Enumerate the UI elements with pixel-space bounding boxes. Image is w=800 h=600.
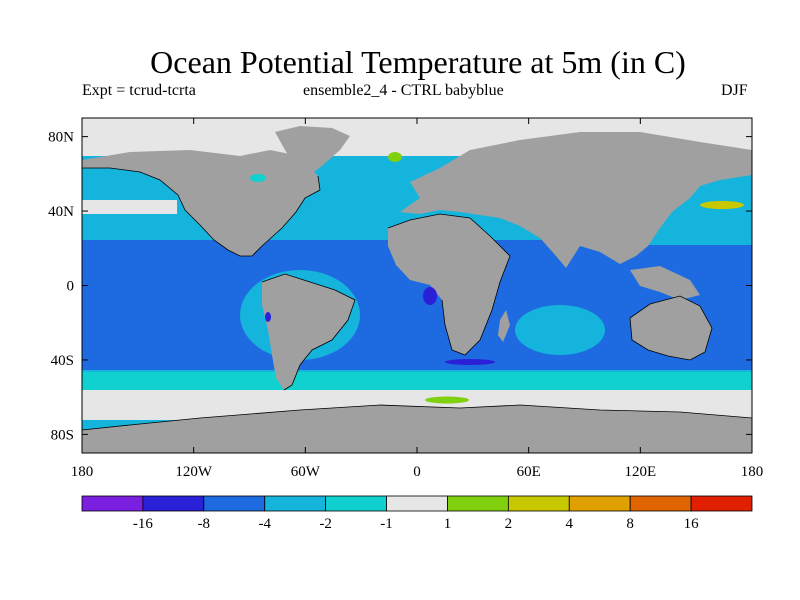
experiment-label: Expt = tcrud-tcrta bbox=[82, 82, 196, 99]
map-panel bbox=[82, 118, 752, 453]
landmass-africa bbox=[388, 214, 510, 355]
colorbar-label: 16 bbox=[684, 516, 700, 532]
y-tick-label: 0 bbox=[67, 279, 75, 295]
y-tick-label: 40S bbox=[51, 353, 74, 369]
colorbar-label: 8 bbox=[626, 516, 634, 532]
x-tick-label: 180 bbox=[741, 464, 764, 480]
colorbar-label: -16 bbox=[133, 516, 153, 532]
colorbar-swatch bbox=[386, 495, 448, 512]
anomaly-band-southern-ocean bbox=[82, 372, 752, 390]
map-title: Ocean Potential Temperature at 5m (in C) bbox=[150, 44, 686, 80]
x-tick-label: 60E bbox=[517, 464, 541, 480]
x-tick-label: 60W bbox=[291, 464, 321, 480]
landmass-australia bbox=[630, 296, 712, 360]
x-tick-label: 120E bbox=[624, 464, 656, 480]
anomaly-indian-ocean bbox=[515, 305, 605, 355]
landmass-greenland bbox=[275, 126, 350, 176]
colorbar-swatch bbox=[81, 495, 144, 512]
landmass-europe-asia bbox=[400, 132, 752, 268]
colorbar-swatch bbox=[142, 495, 205, 512]
colorbar-label: 4 bbox=[566, 516, 574, 532]
y-tick-label: 40N bbox=[48, 204, 74, 220]
y-axis: 80N 40N 0 40S 80S bbox=[48, 130, 752, 443]
anomaly-antarctic-green bbox=[425, 396, 469, 404]
colorbar-swatch bbox=[690, 495, 753, 512]
anomaly-gulf-of-guinea bbox=[423, 287, 437, 305]
colorbar-swatch bbox=[447, 495, 509, 512]
coastlines bbox=[82, 167, 752, 431]
colorbar-swatch bbox=[264, 495, 327, 512]
colorbar-label: -2 bbox=[319, 516, 332, 532]
colorbar-swatch bbox=[568, 495, 631, 512]
x-tick-label: 0 bbox=[413, 464, 421, 480]
x-tick-label: 180 bbox=[71, 464, 94, 480]
colorbar-label: 2 bbox=[505, 516, 513, 532]
colorbar-label: -8 bbox=[198, 516, 211, 532]
anomaly-kuroshio bbox=[700, 201, 744, 209]
anomaly-south-of-africa bbox=[445, 359, 495, 365]
anomaly-peru-coast bbox=[265, 312, 271, 322]
landmass-madagascar bbox=[498, 310, 510, 342]
anomaly-nordic-sea bbox=[388, 152, 402, 162]
colorbar-swatch bbox=[325, 495, 387, 512]
colorbar-swatch bbox=[203, 495, 266, 512]
y-tick-label: 80N bbox=[48, 130, 74, 146]
ensemble-label: ensemble2_4 - CTRL babyblue bbox=[303, 82, 504, 99]
colorbar: -16 -8 -4 -2 -1 1 2 4 8 16 bbox=[81, 495, 753, 532]
anomaly-hudson-bay bbox=[250, 174, 266, 182]
landmass-maritime-continent bbox=[630, 266, 700, 300]
colorbar-swatch bbox=[507, 495, 570, 512]
colorbar-label: -1 bbox=[380, 516, 393, 532]
colorbar-swatch bbox=[629, 495, 692, 512]
anomaly-north-pacific-east bbox=[82, 200, 177, 214]
x-axis: 180 120W 60W 0 60E 120E 180 bbox=[71, 118, 764, 480]
colorbar-label: -4 bbox=[258, 516, 271, 532]
landmass-south-america bbox=[262, 274, 355, 390]
landmass-antarctica bbox=[82, 405, 752, 453]
y-tick-label: 80S bbox=[51, 427, 74, 443]
colorbar-label: 1 bbox=[444, 516, 452, 532]
x-tick-label: 120W bbox=[175, 464, 213, 480]
season-label: DJF bbox=[721, 82, 748, 99]
